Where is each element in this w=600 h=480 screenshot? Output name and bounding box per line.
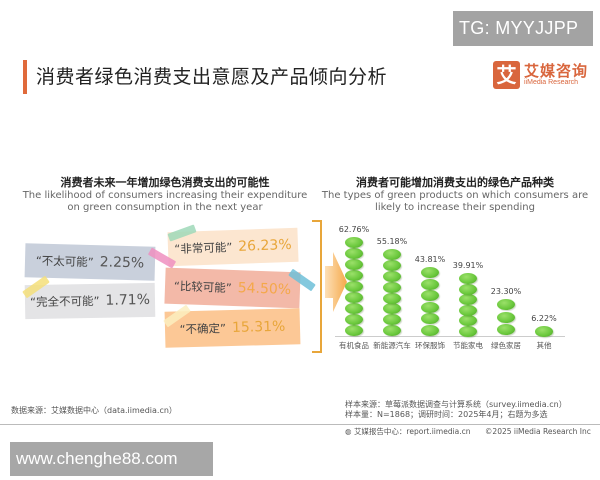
note-value: 1.71%	[105, 291, 151, 309]
note-value: 2.25%	[99, 254, 145, 272]
bar-5: 6.22% 其他	[525, 220, 563, 350]
leaf-icon	[383, 249, 401, 261]
logo: 艾 艾媒咨询 iiMedia Research	[493, 60, 593, 90]
bar-2: 43.81% 环保服饰	[411, 220, 449, 350]
watermark-bottom: www.chenghe88.com	[10, 442, 213, 476]
footer-divider	[0, 424, 600, 425]
leaf-icon	[345, 248, 363, 260]
leaf-icon	[497, 311, 515, 323]
leaf-icon	[383, 281, 401, 293]
leaf-icon	[383, 303, 401, 315]
leaf-icon	[345, 237, 363, 249]
bar-category-label: 环保服饰	[415, 341, 445, 350]
note-label: “完全不可能”	[29, 293, 100, 310]
bar-0: 62.76% 有机食品	[335, 220, 373, 350]
bar-leaf-stack	[459, 273, 477, 337]
data-source: 数据来源：艾媒数据中心（data.iimedia.cn）	[11, 406, 177, 415]
note-very-unlikely: “完全不可能” 1.71%	[24, 282, 156, 320]
note-label: “非常可能”	[174, 240, 233, 257]
leaf-icon	[383, 314, 401, 326]
leaf-icon	[421, 324, 439, 336]
right-title-en-1: The types of green products on which con…	[321, 190, 589, 201]
bar-leaf-stack	[383, 249, 401, 337]
bar-4: 23.30% 绿色家居	[487, 220, 525, 350]
logo-icon: 艾	[493, 61, 520, 89]
leaf-icon	[383, 260, 401, 272]
note-value: 54.50%	[237, 280, 292, 299]
bar-value-label: 39.91%	[452, 261, 484, 271]
note-value: 26.23%	[237, 236, 292, 255]
note-fairly-likely: “比较可能” 54.50%	[164, 267, 301, 309]
bar-1: 55.18% 新能源汽车	[373, 220, 411, 350]
bar-value-label: 43.81%	[414, 255, 446, 265]
bar-leaf-stack	[535, 326, 553, 337]
right-title-cn: 消费者可能增加消费支出的绿色产品种类	[356, 176, 554, 189]
leaf-icon	[345, 281, 363, 293]
leaf-icon	[421, 278, 439, 290]
leaf-icon	[535, 326, 553, 337]
bracket-divider	[312, 220, 322, 353]
copyright: ©2025 iiMedia Research Inc	[484, 427, 591, 436]
bar-category-label: 新能源汽车	[373, 341, 411, 350]
bar-category-label: 其他	[536, 341, 552, 350]
logo-name-cn: 艾媒咨询	[524, 62, 589, 80]
globe-icon: ◍	[345, 427, 354, 436]
watermark-top: TG: MYYJJPP	[453, 11, 593, 46]
leaf-icon	[497, 299, 515, 311]
green-products-bar-chart: 62.76% 有机食品 55.18% 新能源汽车 43.81% 环保服饰 39.91% 节能家…	[335, 220, 590, 350]
title-accent-bar	[23, 60, 27, 94]
leaf-icon	[383, 325, 401, 337]
bar-value-label: 55.18%	[376, 237, 408, 247]
report-center-line: ◍ 艾媒报告中心：report.iimedia.cn ©2025 iiMedia…	[345, 426, 591, 437]
leaf-icon	[345, 259, 363, 271]
chart-baseline	[335, 336, 565, 337]
leaf-icon	[421, 313, 439, 325]
left-title-cn: 消费者未来一年增加绿色消费支出的可能性	[60, 176, 270, 189]
bar-category-label: 有机食品	[339, 341, 369, 350]
bar-leaf-stack	[421, 267, 439, 336]
leaf-icon	[459, 315, 477, 327]
note-label: “不确定”	[179, 321, 227, 337]
right-title-en-2: likely to increase their spending	[375, 202, 535, 213]
leaf-icon	[459, 294, 477, 306]
sample-info: 样本来源：草莓派数据调查与计算系统（survey.iimedia.cn） 样本量…	[345, 400, 567, 420]
bar-3: 39.91% 节能家电	[449, 220, 487, 350]
leaf-icon	[459, 283, 477, 295]
leaf-icon	[497, 323, 515, 335]
left-title-en-1: The likelihood of consumers increasing t…	[22, 190, 308, 201]
logo-name-en: iiMedia Research	[524, 79, 579, 86]
right-section-heading: 消费者可能增加消费支出的绿色产品种类 The types of green pr…	[320, 174, 590, 214]
leaf-icon	[345, 270, 363, 282]
bar-value-label: 62.76%	[338, 225, 370, 235]
leaf-icon	[345, 292, 363, 304]
leaf-icon	[345, 303, 363, 315]
bar-leaf-stack	[345, 237, 363, 337]
leaf-icon	[383, 270, 401, 282]
leaf-icon	[383, 292, 401, 304]
leaf-icon	[459, 325, 477, 337]
left-title-en-2: on green consumption in the next year	[67, 202, 263, 213]
bar-leaf-stack	[497, 299, 515, 336]
note-value: 15.31%	[231, 318, 286, 337]
leaf-icon	[345, 325, 363, 337]
bar-category-label: 绿色家居	[491, 341, 521, 350]
leaf-icon	[459, 273, 477, 285]
bar-value-label: 6.22%	[531, 314, 557, 324]
left-section-heading: 消费者未来一年增加绿色消费支出的可能性 The likelihood of co…	[20, 174, 310, 214]
leaf-icon	[459, 304, 477, 316]
leaf-icon	[421, 290, 439, 302]
page-title: 消费者绿色消费支出意愿及产品倾向分析	[36, 66, 388, 88]
bar-value-label: 23.30%	[490, 287, 522, 297]
note-label: “比较可能”	[173, 278, 233, 295]
note-label: “不太可能”	[35, 253, 94, 270]
arrow-right-icon	[325, 252, 347, 312]
leaf-icon	[421, 301, 439, 313]
leaf-icon	[421, 267, 439, 279]
report-center: 艾媒报告中心：report.iimedia.cn	[353, 427, 471, 436]
sample-size: 样本量：N=1868；调研时间：2025年4月；右题为多选	[345, 410, 548, 419]
sample-source: 样本来源：草莓派数据调查与计算系统（survey.iimedia.cn）	[345, 400, 567, 409]
leaf-icon	[345, 314, 363, 326]
bar-category-label: 节能家电	[453, 341, 483, 350]
